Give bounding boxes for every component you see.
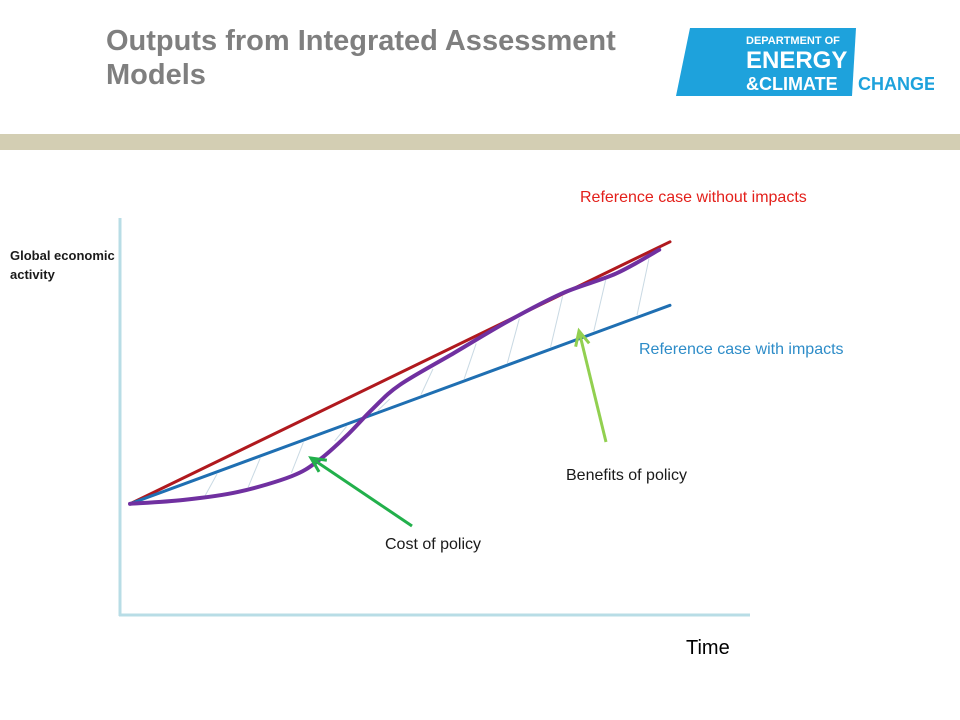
hatch-line <box>463 343 477 379</box>
hatch-line <box>290 442 304 474</box>
department-logo: DEPARTMENT OF ENERGY &CLIMATE CHANGE <box>676 28 934 96</box>
series-line-policy-path <box>128 247 662 506</box>
series-label-with-impacts: Reference case with impacts <box>639 341 844 358</box>
logo-line-3a: &CLIMATE <box>746 74 838 94</box>
hatch-line <box>420 368 434 395</box>
benefits-of-policy-label: Benefits of policy <box>566 467 687 484</box>
benefits-of-policy-arrow <box>574 327 608 443</box>
cost-of-policy-label: Cost of policy <box>385 536 482 553</box>
page-title: Outputs from Integrated Assessment Model… <box>106 25 616 91</box>
logo-line-2: ENERGY <box>746 47 847 74</box>
hatch-line <box>636 258 650 316</box>
hatch-line <box>550 296 564 348</box>
hatch-line <box>334 426 347 442</box>
cost-of-policy-arrow <box>308 456 413 528</box>
logo-line-3b: CHANGE <box>858 74 934 94</box>
x-axis-label: Time <box>686 637 730 659</box>
header-band <box>0 134 960 150</box>
logo-line-1: DEPARTMENT OF <box>746 35 840 47</box>
hatch-line <box>593 279 607 332</box>
hatch-line <box>377 398 391 411</box>
hatch-shading <box>204 258 650 497</box>
y-axis-label: Global economic activity <box>10 248 115 282</box>
logo-background <box>676 28 856 96</box>
series-label-without-impacts: Reference case without impacts <box>580 189 807 206</box>
hatch-line <box>506 318 520 364</box>
annotation-arrows <box>308 327 608 528</box>
hatch-line <box>247 457 261 488</box>
hatch-line <box>204 473 218 497</box>
